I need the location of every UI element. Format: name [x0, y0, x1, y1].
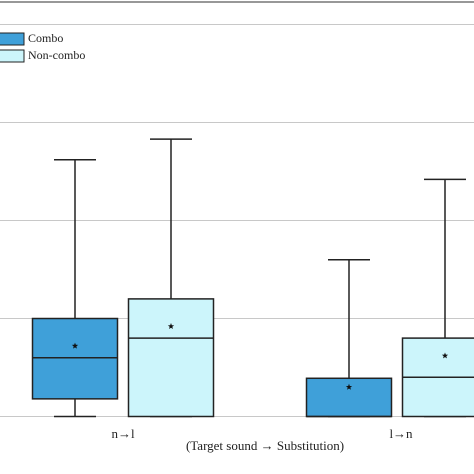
- legend-swatch: [0, 32, 25, 46]
- box: [127, 298, 215, 418]
- box: [31, 317, 119, 400]
- mean-marker: [71, 342, 79, 349]
- mean-marker: [167, 323, 175, 330]
- x-tick-label: l→n: [389, 426, 413, 441]
- mean-marker: [441, 352, 449, 359]
- legend-swatch: [0, 49, 25, 63]
- x-axis-label: (Target sound → Substitution): [186, 438, 344, 453]
- x-tick-label: n→l: [111, 426, 135, 441]
- legend-label: Combo: [28, 31, 63, 45]
- mean-marker: [345, 383, 353, 390]
- legend-label: Non-combo: [28, 48, 85, 62]
